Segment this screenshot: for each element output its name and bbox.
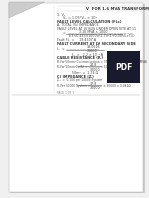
Text: Rₗ For 50mm²Cu(Sₗ) = ———— × 50Ω × 0.6782: Rₗ For 50mm²Cu(Sₗ) = ———— × 50Ω × 0.6782 [57, 65, 124, 69]
Text: C) IMPEDANCE (Zₗ): C) IMPEDANCE (Zₗ) [57, 75, 93, 79]
Text: 3.16 MVA × 1000: 3.16 MVA × 1000 [79, 30, 107, 34]
Text: Zₗₙ  =  0.100 per 10000 System: Zₗₙ = 0.100 per 10000 System [57, 78, 102, 82]
Text: Iₗₙ  =   2.2 × 10⁻³ A: Iₗₙ = 2.2 × 10⁻³ A [72, 53, 103, 57]
Text: V  FOR 1.6 MVA TRANSFORMER NEUTRAL EARTHING(N): V FOR 1.6 MVA TRANSFORMER NEUTRAL EARTHI… [86, 7, 149, 11]
Text: 30000: 30000 [86, 50, 97, 53]
Text: CABLE RESISTANCE (Rₗ): CABLE RESISTANCE (Rₗ) [57, 56, 103, 60]
Bar [107, 51, 140, 83]
Text: PAGE 1 OF 1: PAGE 1 OF 1 [57, 91, 74, 95]
Text: =  ————————————————————: = ———————————————————— [63, 31, 132, 35]
Text: FAULT CURRENT AT LV SECONDARY SIDE: FAULT CURRENT AT LV SECONDARY SIDE [57, 42, 135, 46]
Text: 50m²  =  1.74 Ω: 50m² = 1.74 Ω [72, 71, 98, 75]
Text: 24.8: 24.8 [89, 63, 97, 67]
Text: Rₗ For 50mm² Cu cross section = 374.8Ω (corr. to 1.0A 100MVA): Rₗ For 50mm² Cu cross section = 374.8Ω (… [57, 60, 147, 64]
Text: FAULT LEVEL CALCULATION (FLc): FAULT LEVEL CALCULATION (FLc) [57, 20, 121, 24]
Text: FAULT LEVEL AT LV BUS UNDER OPEN SITE AT 11: FAULT LEVEL AT LV BUS UNDER OPEN SITE AT… [57, 27, 136, 30]
Text: Rₗ Per 30000 System = ———— × 30000 = 0.481Ω: Rₗ Per 30000 System = ———— × 30000 = 0.4… [57, 84, 130, 88]
Text: A. TOTAL (%) IMPEDANCE: A. TOTAL (%) IMPEDANCE [57, 23, 98, 27]
Text: 1. Vₙ: 1. Vₙ [57, 13, 65, 17]
Text: 30000: 30000 [89, 86, 100, 90]
Text: Fault FL  =     19.4307 A: Fault FL = 19.4307 A [57, 38, 96, 42]
Text: (√3×0.433)(1000×(1.7×(1+0.0055×T))): (√3×0.433)(1000×(1.7×(1+0.0055×T))) [69, 34, 135, 38]
Text: 30000: 30000 [89, 68, 100, 72]
Text: Iₗₙ  =  ——————————: Iₗₙ = —————————— [57, 47, 99, 51]
Text: 37.8: 37.8 [89, 82, 97, 86]
Text: Vₙ = 1.05*Vₗₙ × 10³: Vₙ = 1.05*Vₗₙ × 10³ [63, 16, 96, 20]
Polygon shape [9, 2, 45, 18]
Text: PDF: PDF [115, 63, 132, 72]
Text: 39.0516: 39.0516 [86, 45, 100, 49]
